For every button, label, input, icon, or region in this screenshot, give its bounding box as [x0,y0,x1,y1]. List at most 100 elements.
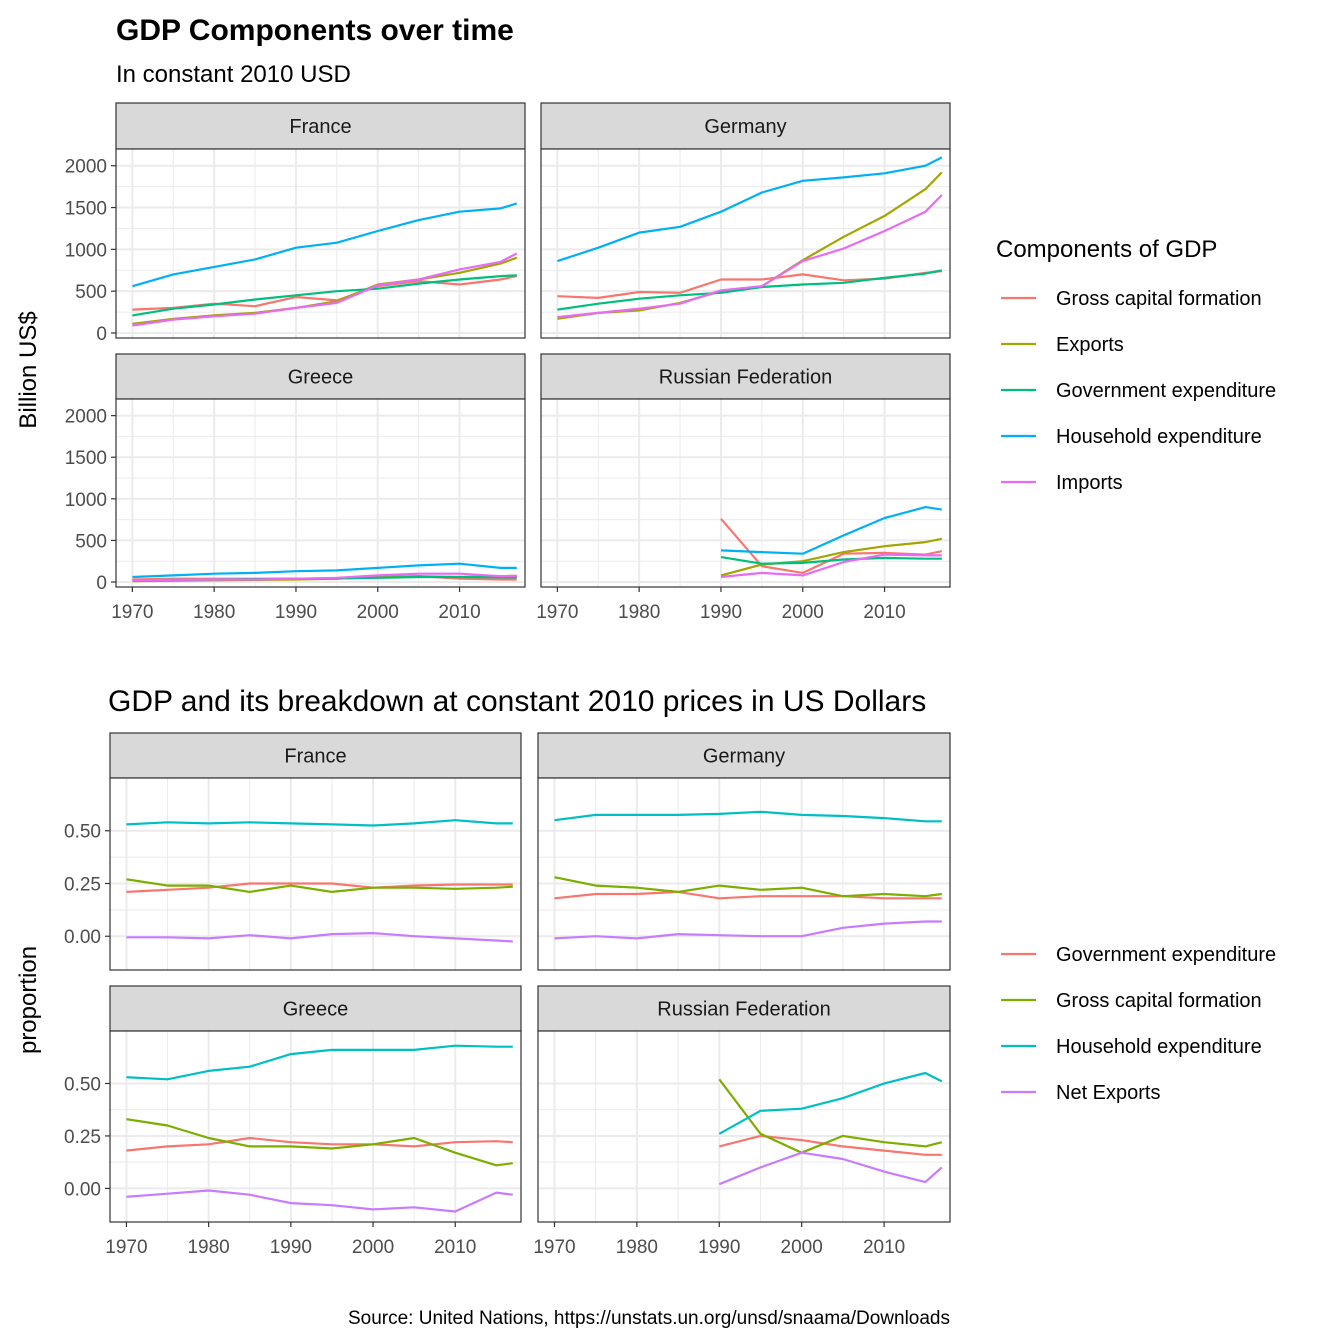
facet-panel-germany: Germany [540,102,951,339]
facet-strip-label: Russian Federation [659,367,832,389]
y-tick-label: 0.25 [64,874,101,895]
x-tick-label: 1970 [533,1237,575,1258]
x-tick-label: 2000 [352,1237,394,1258]
series-line-imports [720,553,942,579]
series-line-gross-capital-formation [126,878,513,893]
x-tick-label: 1990 [700,602,742,623]
panel-border [115,398,526,588]
y-tick-label: 500 [75,282,107,303]
legend-label: Government expenditure [1056,944,1276,966]
panel-border [540,148,951,339]
series-line-household-expenditure [132,202,518,288]
x-tick-label: 2010 [863,1237,905,1258]
x-tick-label: 1990 [270,1237,312,1258]
panel-background [538,778,950,970]
series-line-government-expenditure [126,882,513,893]
panel-background [110,1031,521,1222]
y-tick-label: 500 [75,531,107,552]
series-line-household-expenditure [126,819,513,827]
facet-strip-label: Greece [288,367,354,389]
facet-panel-germany: Germany [537,732,951,971]
series-line-imports [557,194,943,319]
panel-border [537,1030,951,1223]
legend-label: Exports [1056,334,1124,356]
series-line-net-exports [554,920,942,940]
legend-label: Gross capital formation [1056,990,1262,1012]
series-line-government-expenditure [132,274,517,317]
panel-border [109,777,522,971]
x-tick-label: 1990 [275,602,317,623]
facet-strip [540,353,951,400]
legend-title: Components of GDP [996,236,1217,263]
y-tick-label: 2000 [65,157,107,178]
chart-title: GDP Components over time [116,14,514,47]
panel-background [116,399,525,587]
x-tick-label: 2000 [357,602,399,623]
panel-border [540,398,951,588]
y-tick-label: 0.50 [64,822,101,843]
series-line-gross-capital-formation [718,1078,943,1154]
facet-strip-label: France [284,746,346,768]
x-tick-label: 1970 [105,1237,147,1258]
source-caption: Source: United Nations, https://unstats.… [348,1308,950,1329]
legend-label: Government expenditure [1056,380,1276,402]
series-line-imports [132,572,517,582]
y-tick-label: 0.50 [64,1074,101,1095]
panel-background [116,149,525,338]
series-line-gross-capital-formation [126,1118,513,1167]
panel-background [110,778,521,970]
x-tick-label: 1980 [618,602,660,623]
x-tick-label: 1970 [536,602,578,623]
y-axis-label: proportion [15,946,42,1054]
y-tick-label: 1000 [65,240,107,261]
facet-strip-label: Russian Federation [657,999,830,1021]
y-tick-label: 0.25 [64,1127,101,1148]
facet-panel-france: France 0.00 0.25 0.50 [64,732,522,971]
series-line-household-expenditure [132,562,517,579]
y-axis-label: Billion US$ [15,311,42,428]
series-line-government-expenditure [554,890,942,900]
facet-strip [109,985,522,1032]
panel-border [115,148,526,339]
series-line-government-expenditure [126,1136,513,1152]
facet-strip [537,985,951,1032]
x-tick-label: 2010 [438,602,480,623]
panel-background [541,149,950,338]
legend: Government expenditure Gross capital form… [1001,944,1276,1104]
series-line-household-expenditure [720,506,942,555]
legend-label: Household expenditure [1056,1036,1262,1058]
facet-strip [109,732,522,779]
y-tick-label: 0.00 [64,927,101,948]
series-line-government-expenditure [719,1134,942,1156]
facet-strip-label: France [289,116,351,138]
facet-panel-russian-federation: Russian Federation 1970 1980 1990 2000 2010 [536,353,951,623]
x-tick-label: 2000 [781,1237,823,1258]
legend-label: Net Exports [1056,1082,1160,1104]
y-tick-label: 2000 [65,407,107,428]
series-line-household-expenditure [557,156,943,263]
facet-panel-greece: Greece 0 500 1000 1500 2000 1970 1980 1990 2000 20… [65,353,526,623]
legend-label: Household expenditure [1056,426,1262,448]
panel-background [538,1031,950,1222]
facet-panel-russian-federation: Russian Federation 1970 1980 1990 2000 2010 [533,985,951,1258]
series-line-household-expenditure [554,810,942,823]
x-tick-label: 1990 [698,1237,740,1258]
chart-title: GDP and its breakdown at constant 2010 p… [108,685,926,718]
facet-strip [115,102,526,150]
facet-strip-label: Greece [283,999,349,1021]
series-line-net-exports [126,932,513,943]
legend-label: Imports [1056,472,1123,494]
y-tick-label: 0 [96,573,107,594]
series-line-net-exports [126,1189,513,1213]
series-line-gross-capital-formation [554,876,942,898]
y-tick-label: 1000 [65,490,107,511]
series-line-government-expenditure [720,556,942,565]
facet-panel-france: France 0 500 1000 1500 2000 [65,102,526,345]
x-tick-label: 2000 [782,602,824,623]
series-line-net-exports [718,1151,943,1186]
facet-strip [537,732,951,779]
panel-border [109,1030,522,1223]
x-tick-label: 2010 [434,1237,476,1258]
series-line-imports [132,252,518,327]
